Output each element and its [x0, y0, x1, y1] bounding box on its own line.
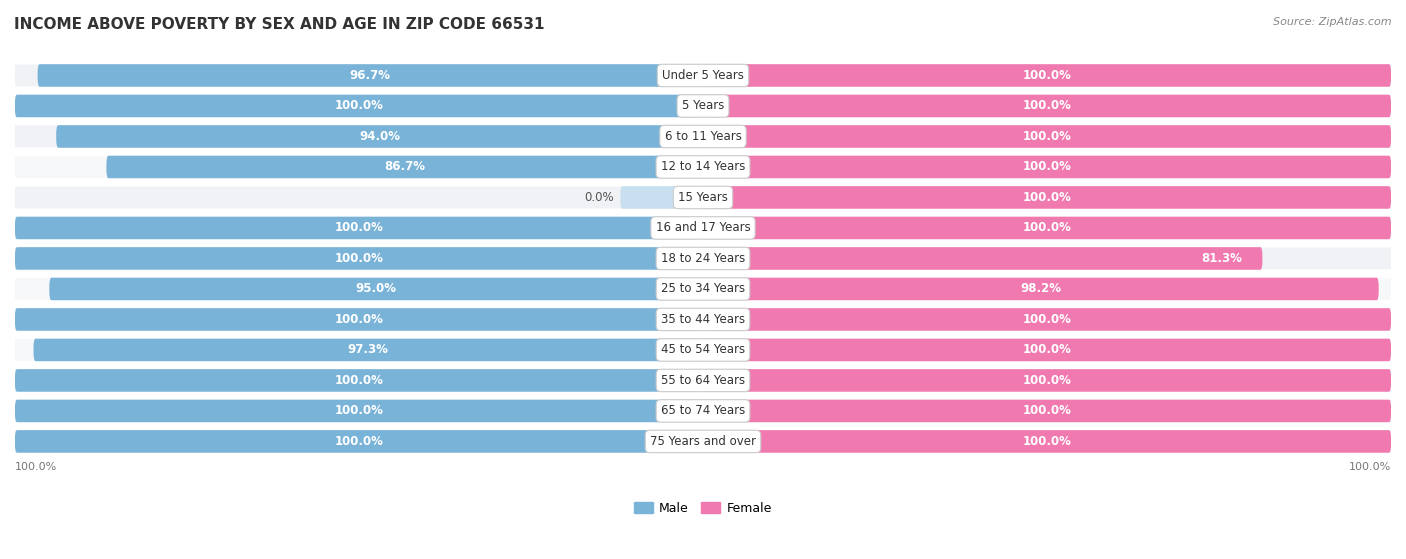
FancyBboxPatch shape [15, 217, 703, 239]
Text: 100.0%: 100.0% [1022, 100, 1071, 112]
FancyBboxPatch shape [15, 339, 1391, 361]
FancyBboxPatch shape [703, 186, 1391, 209]
Text: 55 to 64 Years: 55 to 64 Years [661, 374, 745, 387]
Text: 12 to 14 Years: 12 to 14 Years [661, 160, 745, 173]
Text: Source: ZipAtlas.com: Source: ZipAtlas.com [1274, 17, 1392, 27]
Text: 100.0%: 100.0% [1022, 405, 1071, 418]
FancyBboxPatch shape [15, 400, 1391, 422]
FancyBboxPatch shape [15, 278, 1391, 300]
FancyBboxPatch shape [15, 64, 1391, 87]
FancyBboxPatch shape [15, 247, 703, 270]
FancyBboxPatch shape [15, 400, 703, 422]
FancyBboxPatch shape [15, 369, 1391, 391]
FancyBboxPatch shape [703, 64, 1391, 87]
FancyBboxPatch shape [703, 217, 1391, 239]
FancyBboxPatch shape [15, 248, 1391, 269]
Text: 65 to 74 Years: 65 to 74 Years [661, 405, 745, 418]
FancyBboxPatch shape [15, 430, 1391, 452]
Text: 100.0%: 100.0% [1022, 221, 1071, 234]
Text: 35 to 44 Years: 35 to 44 Years [661, 313, 745, 326]
FancyBboxPatch shape [15, 95, 1391, 117]
Text: 97.3%: 97.3% [347, 343, 388, 357]
Text: 100.0%: 100.0% [1022, 374, 1071, 387]
Text: 75 Years and over: 75 Years and over [650, 435, 756, 448]
Text: 6 to 11 Years: 6 to 11 Years [665, 130, 741, 143]
FancyBboxPatch shape [703, 400, 1391, 422]
Text: 100.0%: 100.0% [1022, 160, 1071, 173]
Text: 16 and 17 Years: 16 and 17 Years [655, 221, 751, 234]
Text: 100.0%: 100.0% [1348, 462, 1391, 472]
FancyBboxPatch shape [703, 369, 1391, 392]
Text: 96.7%: 96.7% [350, 69, 391, 82]
Text: 86.7%: 86.7% [384, 160, 425, 173]
Text: 100.0%: 100.0% [1022, 435, 1071, 448]
Text: 45 to 54 Years: 45 to 54 Years [661, 343, 745, 357]
Text: 100.0%: 100.0% [15, 462, 58, 472]
FancyBboxPatch shape [703, 94, 1391, 117]
FancyBboxPatch shape [15, 369, 703, 392]
FancyBboxPatch shape [107, 156, 703, 178]
Text: 100.0%: 100.0% [1022, 191, 1071, 204]
Text: 25 to 34 Years: 25 to 34 Years [661, 282, 745, 296]
Text: 18 to 24 Years: 18 to 24 Years [661, 252, 745, 265]
FancyBboxPatch shape [15, 309, 1391, 330]
FancyBboxPatch shape [703, 247, 1263, 270]
Text: 5 Years: 5 Years [682, 100, 724, 112]
FancyBboxPatch shape [34, 339, 703, 361]
FancyBboxPatch shape [56, 125, 703, 148]
FancyBboxPatch shape [703, 430, 1391, 453]
Text: 15 Years: 15 Years [678, 191, 728, 204]
Text: 81.3%: 81.3% [1201, 252, 1241, 265]
FancyBboxPatch shape [703, 339, 1391, 361]
Legend: Male, Female: Male, Female [630, 497, 776, 520]
FancyBboxPatch shape [15, 125, 1391, 148]
Text: 100.0%: 100.0% [335, 100, 384, 112]
FancyBboxPatch shape [15, 156, 1391, 178]
FancyBboxPatch shape [38, 64, 703, 87]
FancyBboxPatch shape [15, 217, 1391, 239]
FancyBboxPatch shape [49, 278, 703, 300]
Text: INCOME ABOVE POVERTY BY SEX AND AGE IN ZIP CODE 66531: INCOME ABOVE POVERTY BY SEX AND AGE IN Z… [14, 17, 544, 32]
Text: 100.0%: 100.0% [335, 313, 384, 326]
Text: 98.2%: 98.2% [1021, 282, 1062, 296]
Text: 100.0%: 100.0% [335, 221, 384, 234]
FancyBboxPatch shape [15, 430, 703, 453]
FancyBboxPatch shape [15, 94, 703, 117]
FancyBboxPatch shape [703, 156, 1391, 178]
Text: 95.0%: 95.0% [356, 282, 396, 296]
Text: 100.0%: 100.0% [335, 435, 384, 448]
FancyBboxPatch shape [15, 187, 1391, 209]
Text: 100.0%: 100.0% [1022, 313, 1071, 326]
Text: 100.0%: 100.0% [1022, 343, 1071, 357]
Text: Under 5 Years: Under 5 Years [662, 69, 744, 82]
Text: 100.0%: 100.0% [335, 374, 384, 387]
FancyBboxPatch shape [703, 308, 1391, 331]
Text: 100.0%: 100.0% [1022, 69, 1071, 82]
FancyBboxPatch shape [703, 278, 1379, 300]
Text: 0.0%: 0.0% [583, 191, 613, 204]
FancyBboxPatch shape [620, 186, 703, 209]
FancyBboxPatch shape [703, 125, 1391, 148]
Text: 100.0%: 100.0% [1022, 130, 1071, 143]
Text: 100.0%: 100.0% [335, 252, 384, 265]
Text: 100.0%: 100.0% [335, 405, 384, 418]
Text: 94.0%: 94.0% [359, 130, 401, 143]
FancyBboxPatch shape [15, 308, 703, 331]
